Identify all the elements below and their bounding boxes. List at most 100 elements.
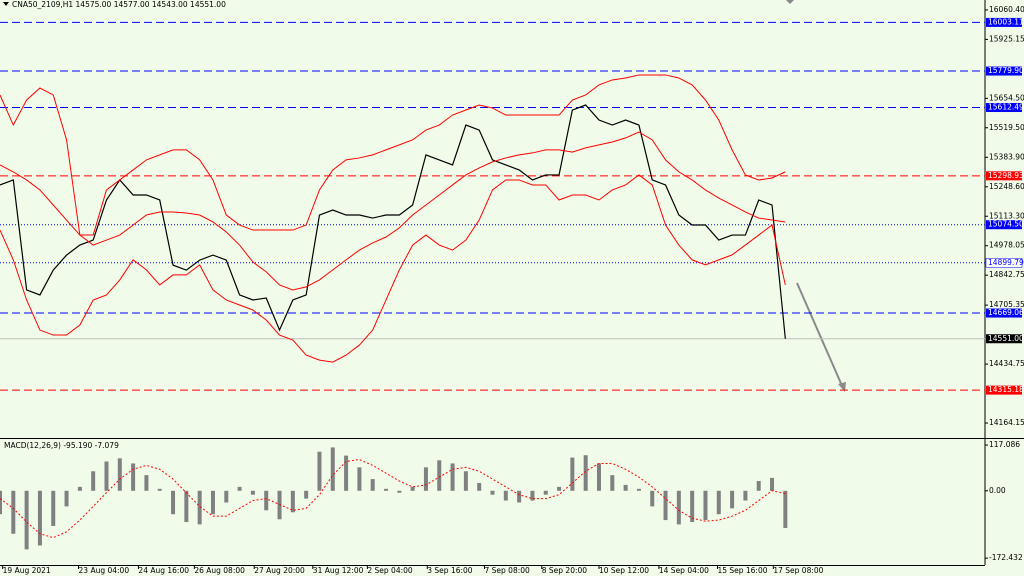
y-tick-label: 16060.40: [989, 5, 1024, 14]
histogram-bar: [596, 463, 601, 491]
histogram-bar: [663, 490, 668, 521]
x-tick-label: 23 Aug 04:00: [79, 566, 130, 575]
histogram-bar: [783, 490, 788, 528]
histogram-bar: [37, 490, 42, 546]
y-tick-label: 14978.05: [989, 241, 1024, 250]
histogram-bar: [770, 477, 775, 491]
y-tick-label: 15925.15: [989, 34, 1024, 43]
y-tick-label: 15519.50: [989, 123, 1024, 132]
histogram-bar: [517, 490, 522, 503]
y-tick-label: 14705.35: [989, 300, 1024, 309]
level-label: 14315.18: [988, 385, 1024, 394]
histogram-bar: [157, 488, 162, 491]
y-tick-label: 15248.60: [989, 182, 1024, 191]
histogram-bar: [490, 490, 495, 495]
level-label: 14551.00: [988, 334, 1024, 343]
level-label: 14899.79: [988, 258, 1024, 267]
x-tick-label: 27 Aug 20:00: [254, 566, 305, 575]
projection-arrowhead: [838, 382, 846, 392]
histogram-bar: [344, 455, 349, 491]
price-line: [0, 104, 786, 339]
histogram-bar: [11, 490, 16, 534]
level-label-bg: [986, 334, 1022, 344]
projection-arrow: [796, 282, 844, 389]
histogram-bar: [357, 467, 362, 491]
histogram-bar: [24, 490, 29, 550]
level-label: 15074.50: [988, 220, 1024, 229]
histogram-bar: [277, 490, 282, 520]
histogram-bar: [477, 482, 482, 491]
level-label-bg: [986, 385, 1022, 395]
histogram-bar: [131, 463, 136, 491]
histogram-bar: [197, 490, 202, 525]
bollinger-band: [0, 174, 786, 363]
histogram-bar: [51, 490, 56, 526]
histogram-bar: [250, 490, 255, 495]
histogram-bar: [690, 490, 695, 523]
histogram-bar: [370, 479, 375, 491]
histogram-bar: [144, 475, 149, 491]
level-label: 14669.06: [988, 308, 1024, 317]
level-label: 15298.93: [988, 171, 1024, 180]
histogram-bar: [77, 486, 82, 491]
histogram-bar: [636, 488, 641, 491]
histogram-bar: [716, 490, 721, 515]
level-label: 16003.11: [988, 17, 1024, 26]
x-tick-label: 7 Sep 08:00: [485, 566, 531, 575]
histogram-bar: [91, 471, 96, 491]
histogram-bar: [290, 490, 295, 513]
histogram-bar: [610, 475, 615, 491]
histogram-bar: [543, 490, 548, 495]
histogram-bar: [676, 490, 681, 525]
histogram-bar: [650, 490, 655, 507]
bollinger-band: [0, 74, 786, 236]
x-tick-label: 17 Sep 08:00: [773, 566, 823, 575]
level-label-bg: [986, 171, 1022, 181]
x-tick-label: 31 Aug 12:00: [313, 566, 364, 575]
histogram-bar: [557, 486, 562, 491]
x-tick-label: 19 Aug 2021: [3, 566, 51, 575]
histogram-bar: [623, 484, 628, 491]
histogram-bar: [570, 457, 575, 491]
histogram-bar: [264, 490, 269, 511]
histogram-bar: [0, 490, 2, 515]
y-tick-label: 14434.75: [989, 359, 1024, 368]
menu-arrow: [3, 2, 9, 6]
level-label-bg: [986, 17, 1022, 27]
histogram-bar: [104, 461, 109, 491]
y-tick-label: 0.00: [989, 486, 1006, 495]
chart-title: CNA50_2109,H1 14575.00 14577.00 14543.00…: [12, 0, 226, 9]
histogram-bar: [730, 490, 735, 509]
histogram-bar: [450, 463, 455, 491]
histogram-bar: [756, 481, 761, 491]
y-tick-label: 117.086: [989, 440, 1020, 449]
marker: [786, 0, 794, 4]
level-label: 15779.90: [988, 66, 1024, 75]
histogram-bar: [410, 486, 415, 491]
histogram-bar: [437, 460, 442, 491]
histogram-bar: [184, 490, 189, 523]
x-tick-label: 26 Aug 08:00: [194, 566, 245, 575]
x-tick-label: 15 Sep 16:00: [717, 566, 767, 575]
histogram-bar: [423, 467, 428, 491]
histogram-bar: [703, 490, 708, 521]
macd-title: MACD(12,26,9) -95.190 -7.079: [4, 441, 119, 450]
histogram-bar: [117, 458, 122, 491]
x-tick-label: 10 Sep 12:00: [599, 566, 649, 575]
x-tick-label: 24 Aug 16:00: [138, 566, 189, 575]
y-tick-label: 15113.30: [989, 211, 1024, 220]
histogram-bar: [330, 447, 335, 491]
histogram-bar: [743, 490, 748, 501]
histogram-bar: [317, 451, 322, 491]
x-tick-label: 3 Sep 16:00: [427, 566, 473, 575]
level-label-bg: [986, 103, 1022, 113]
y-tick-label: 14164.15: [989, 418, 1024, 427]
histogram-bar: [210, 490, 215, 515]
histogram-bar: [237, 486, 242, 491]
y-tick-label: 15383.90: [989, 152, 1024, 161]
level-label-bg: [985, 258, 1023, 268]
histogram-bar: [397, 490, 402, 493]
y-tick-label: 15654.50: [989, 93, 1024, 102]
level-label-bg: [986, 308, 1022, 318]
